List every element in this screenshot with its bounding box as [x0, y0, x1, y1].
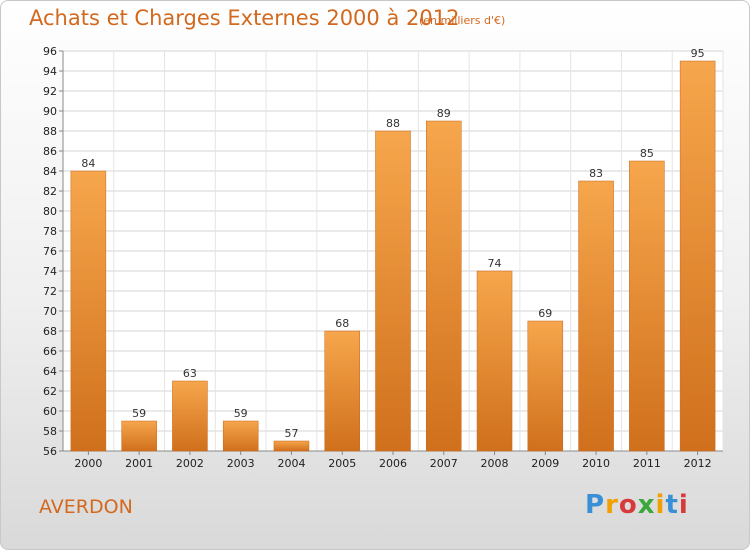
y-tick-label: 82	[43, 185, 57, 198]
x-tick-label-2002: 2002	[176, 457, 204, 470]
y-tick-label: 74	[43, 265, 57, 278]
x-tick-label-2007: 2007	[430, 457, 458, 470]
chart-title: Achats et Charges Externes 2000 à 2012	[29, 6, 460, 30]
y-tick-label: 88	[43, 125, 57, 138]
value-label-2004: 57	[284, 427, 298, 440]
x-tick-label-2008: 2008	[481, 457, 509, 470]
bar-2010	[578, 180, 614, 452]
bar-2000	[70, 170, 107, 452]
y-tick-label: 94	[43, 65, 57, 78]
y-tick-label: 56	[43, 445, 57, 458]
y-tick-label: 64	[43, 365, 57, 378]
bar-layer	[70, 60, 716, 452]
bar-2007	[426, 120, 462, 452]
x-tick-label-2009: 2009	[531, 457, 559, 470]
value-label-2000: 84	[81, 157, 95, 170]
y-tick-label: 96	[43, 45, 57, 58]
value-label-2008: 74	[488, 257, 502, 270]
bar-2008	[476, 270, 513, 452]
y-tick-label: 76	[43, 245, 57, 258]
value-label-2005: 68	[335, 317, 349, 330]
logo-letter: P	[585, 490, 606, 520]
y-tick-label: 90	[43, 105, 57, 118]
logo-letter: i	[678, 490, 689, 520]
x-tick-label-2010: 2010	[582, 457, 610, 470]
value-label-2010: 83	[589, 167, 603, 180]
chart-unit-label: (en milliers d'€)	[419, 14, 506, 27]
y-tick-label: 68	[43, 325, 57, 338]
y-tick-label: 92	[43, 85, 57, 98]
bar-2003	[222, 420, 259, 452]
value-label-2009: 69	[538, 307, 552, 320]
value-label-2012: 95	[691, 47, 705, 60]
logo-letter: t	[665, 490, 679, 520]
y-tick-label: 62	[43, 385, 57, 398]
bar-2011	[629, 160, 665, 452]
bar-2004	[273, 440, 310, 452]
y-tick-label: 60	[43, 405, 57, 418]
logo-letter: x	[637, 490, 656, 520]
place-name: AVERDON	[39, 496, 133, 518]
x-tick-label-2011: 2011	[633, 457, 661, 470]
y-tick-label: 72	[43, 285, 57, 298]
bar-2002	[172, 380, 208, 452]
x-tick-label-2000: 2000	[74, 457, 102, 470]
bar-2009	[527, 320, 564, 452]
bar-2001	[121, 420, 157, 452]
y-tick-label: 58	[43, 425, 57, 438]
y-tick-label: 70	[43, 305, 57, 318]
value-label-2001: 59	[132, 407, 146, 420]
bar-2005	[324, 330, 360, 452]
x-tick-label-2005: 2005	[328, 457, 356, 470]
y-tick-label: 78	[43, 225, 57, 238]
y-tick-label: 80	[43, 205, 57, 218]
value-label-2011: 85	[640, 147, 654, 160]
y-tick-label: 84	[43, 165, 57, 178]
x-tick-label-2012: 2012	[684, 457, 712, 470]
value-label-2003: 59	[234, 407, 248, 420]
x-tick-label-2003: 2003	[227, 457, 255, 470]
y-tick-label: 66	[43, 345, 57, 358]
value-label-2007: 89	[437, 107, 451, 120]
logo-letter: i	[655, 490, 666, 520]
bar-2012	[679, 60, 716, 452]
value-label-2006: 88	[386, 117, 400, 130]
logo-letter: r	[605, 490, 619, 520]
logo-letter: o	[618, 490, 638, 520]
bar-2006	[375, 130, 411, 452]
value-label-2002: 63	[183, 367, 197, 380]
x-tick-label-2004: 2004	[277, 457, 305, 470]
label-layer: 84 59 63 59 57 68 88 89 74 69 83 85 95	[81, 47, 704, 440]
y-tick-label: 86	[43, 145, 57, 158]
proxiti-logo: Proxiti	[585, 490, 689, 520]
x-tick-label-2006: 2006	[379, 457, 407, 470]
x-tick-label-2001: 2001	[125, 457, 153, 470]
